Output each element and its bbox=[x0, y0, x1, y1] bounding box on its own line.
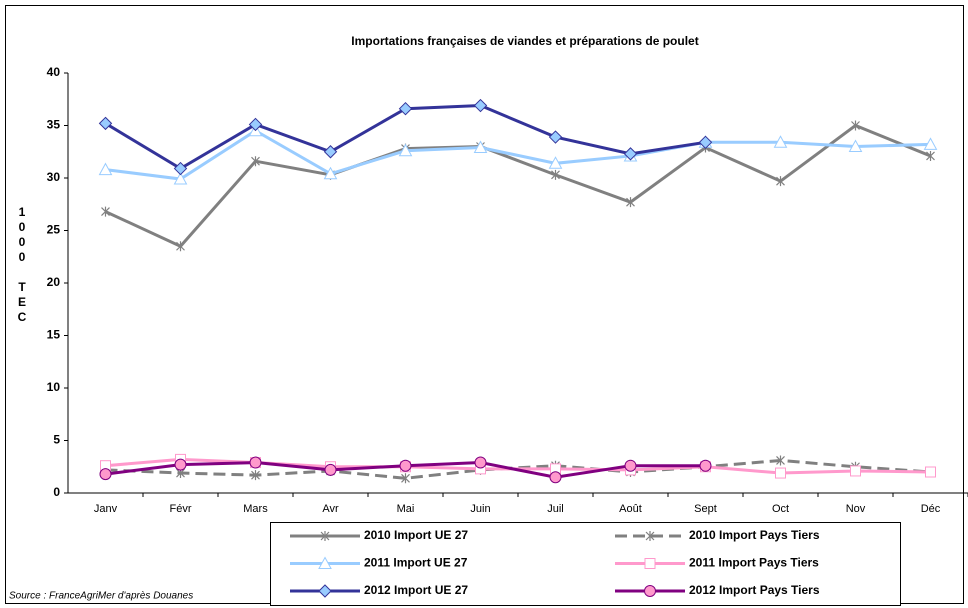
y-tick-label: 35 bbox=[47, 118, 61, 132]
marker bbox=[323, 145, 338, 159]
marker bbox=[176, 241, 185, 252]
marker bbox=[626, 197, 635, 208]
y-axis-label: 1000 TEC bbox=[15, 205, 29, 325]
marker bbox=[324, 463, 337, 476]
legend-label: 2010 Import Pays Tiers bbox=[689, 528, 820, 542]
marker bbox=[776, 455, 785, 466]
y-tick-label: 25 bbox=[47, 223, 61, 237]
x-tick-label: Févr bbox=[170, 503, 192, 515]
marker bbox=[251, 470, 260, 481]
marker bbox=[624, 459, 637, 472]
legend-label: 2012 Import Pays Tiers bbox=[689, 583, 820, 597]
marker bbox=[251, 156, 260, 167]
x-tick-label: Juil bbox=[547, 503, 564, 515]
y-tick-label: 5 bbox=[53, 433, 60, 447]
source: Source : FranceAgriMer d'après Douanes bbox=[9, 591, 193, 602]
legend-marker bbox=[318, 556, 332, 569]
marker bbox=[850, 465, 861, 477]
marker bbox=[473, 140, 488, 154]
legend-marker bbox=[644, 558, 656, 569]
marker bbox=[101, 206, 110, 217]
marker bbox=[548, 130, 563, 144]
x-tick-label: Oct bbox=[772, 503, 789, 515]
series-line bbox=[104, 123, 932, 249]
marker bbox=[398, 143, 413, 157]
x-tick-label: Déc bbox=[921, 503, 941, 515]
marker bbox=[776, 176, 785, 187]
legend bbox=[270, 522, 901, 606]
y-tick-label: 0 bbox=[53, 485, 60, 499]
legend-marker bbox=[645, 531, 655, 541]
y-tick-label: 40 bbox=[47, 65, 61, 79]
x-tick-label: Avr bbox=[322, 503, 339, 515]
series-line bbox=[105, 128, 931, 181]
legend-label: 2010 Import UE 27 bbox=[364, 528, 468, 542]
x-tick-label: Nov bbox=[846, 503, 866, 515]
legend-marker bbox=[644, 585, 656, 597]
chart-title: Importations françaises de viandes et pr… bbox=[351, 34, 698, 48]
marker bbox=[99, 468, 112, 481]
marker bbox=[848, 139, 863, 152]
marker bbox=[473, 98, 488, 113]
marker bbox=[699, 459, 712, 472]
marker bbox=[925, 466, 936, 478]
x-tick-label: Sept bbox=[694, 503, 717, 515]
y-tick-label: 20 bbox=[47, 275, 61, 289]
marker bbox=[623, 147, 638, 161]
marker bbox=[173, 161, 188, 176]
marker bbox=[98, 116, 113, 131]
x-tick-label: Mai bbox=[397, 503, 415, 515]
marker bbox=[551, 169, 560, 180]
marker bbox=[926, 150, 935, 161]
legend-marker bbox=[318, 584, 332, 598]
marker bbox=[773, 135, 788, 148]
legend-label: 2011 Import UE 27 bbox=[364, 556, 468, 570]
y-tick-label: 30 bbox=[47, 170, 61, 184]
legend-marker bbox=[320, 531, 330, 541]
marker bbox=[923, 137, 938, 150]
marker bbox=[249, 456, 262, 469]
x-tick-label: Août bbox=[619, 503, 642, 515]
marker bbox=[548, 156, 563, 169]
y-tick-label: 10 bbox=[47, 380, 61, 394]
marker bbox=[398, 101, 413, 116]
x-tick-label: Mars bbox=[243, 503, 268, 515]
marker bbox=[323, 166, 338, 180]
x-tick-label: Juin bbox=[470, 503, 490, 515]
marker bbox=[173, 172, 188, 185]
marker bbox=[549, 471, 562, 484]
marker bbox=[474, 456, 487, 469]
marker bbox=[851, 120, 860, 131]
legend-label: 2011 Import Pays Tiers bbox=[689, 556, 819, 570]
x-tick-label: Janv bbox=[94, 503, 118, 515]
marker bbox=[698, 135, 713, 150]
marker bbox=[174, 458, 187, 471]
marker bbox=[399, 459, 412, 472]
marker bbox=[248, 117, 263, 132]
marker bbox=[401, 473, 410, 484]
legend-label: 2012 Import UE 27 bbox=[364, 583, 468, 597]
series-line bbox=[105, 458, 931, 480]
marker bbox=[775, 467, 786, 479]
y-tick-label: 15 bbox=[47, 328, 61, 342]
marker bbox=[98, 162, 113, 176]
